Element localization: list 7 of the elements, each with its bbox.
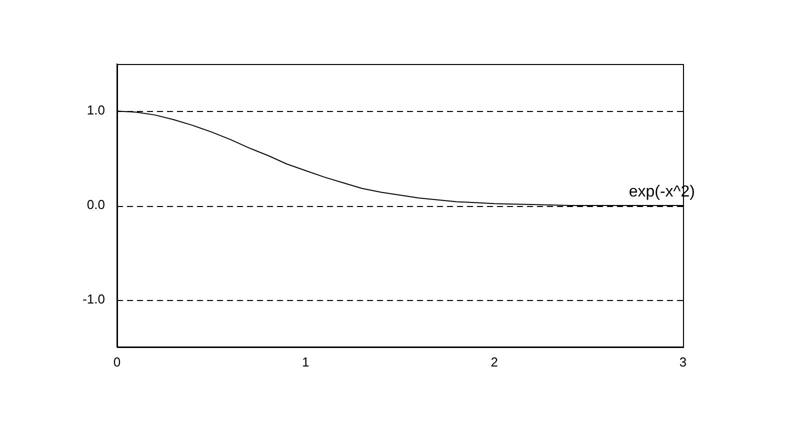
x-tick-label: 2 [490, 354, 498, 370]
x-tick-label: 0 [113, 354, 121, 370]
y-tick-label: 0.0 [86, 197, 105, 212]
y-tick-label: -1.0 [82, 291, 105, 306]
y-tick-label: 1.0 [86, 102, 105, 118]
x-tick-label: 3 [679, 354, 687, 370]
x-tick-label: 1 [302, 354, 310, 370]
